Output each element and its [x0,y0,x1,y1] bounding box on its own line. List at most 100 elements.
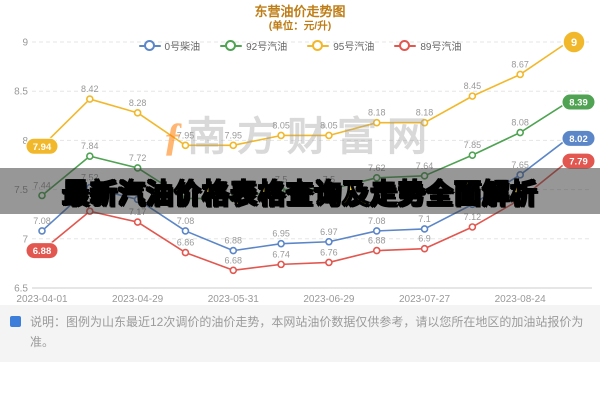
data-point [468,92,477,100]
data-point [325,237,333,246]
point-label: 8.18 [416,108,434,118]
point-label: 6.68 [225,255,243,265]
data-point [229,141,238,150]
data-point [516,128,524,137]
y-tick-label: 9 [22,38,28,49]
chart-title-block: 东营油价走势图 (单位：元/升) [0,4,600,33]
point-label: 7.64 [416,161,434,171]
end-badge-value: 7.79 [569,157,588,168]
data-point [277,239,285,248]
point-label: 7.08 [177,216,195,226]
y-tick-label: 8 [22,136,28,147]
x-tick-label: 2023-07-27 [399,294,451,305]
point-label: 8.05 [272,120,290,130]
start-badge-value: 7.94 [33,142,52,153]
chart-title-unit: (单位：元/升) [268,20,332,33]
y-tick-label: 6.5 [14,284,28,295]
end-badge [561,129,596,147]
data-point [181,141,190,150]
end-badge-value: 8.02 [569,134,588,145]
data-point [181,227,190,235]
point-label: 7.65 [511,160,529,170]
point-label: 7.1 [418,214,431,224]
point-label: 6.86 [177,238,195,248]
data-point [372,118,381,127]
y-tick-label: 8.5 [14,87,28,98]
legend-item-89号汽油[interactable]: 89号汽油 [394,38,461,53]
legend-item-0号柴油[interactable]: 0号柴油 [138,38,201,53]
legend-line-marker-icon [138,40,161,51]
data-point [229,246,238,255]
data-point [468,151,477,159]
data-point [277,131,285,140]
x-tick-label: 2023-08-24 [495,294,547,305]
headline-text: 最新汽油价格表格查询及走势全面解析 [61,178,538,209]
point-label: 6.95 [272,229,290,239]
data-point [86,95,94,103]
data-point [468,223,477,231]
watermark: ƒ 南方财富网 [0,104,600,162]
point-label: 7.85 [464,140,482,150]
point-label: 6.74 [272,249,290,259]
y-tick-label: 7 [22,234,28,245]
legend-label: 0号柴油 [164,42,201,53]
data-point [133,109,142,117]
end-badge [562,30,586,54]
legend-item-92号汽油[interactable]: 92号汽油 [220,38,287,53]
legend-label: 92号汽油 [246,42,288,53]
point-label: 8.42 [81,84,99,94]
series-line-89号汽油 [41,160,569,272]
x-tick-label: 2023-05-31 [208,294,260,305]
point-label: 8.08 [511,118,529,128]
watermark-logo-icon: ƒ [163,114,183,159]
chart-title: 东营油价走势图 [254,4,346,19]
point-label: 6.88 [368,236,386,246]
point-label: 7.95 [177,130,195,140]
point-label: 7.84 [81,141,99,151]
data-point [420,118,429,127]
point-label: 8.05 [320,120,338,130]
point-label: 6.76 [320,247,338,257]
data-point [38,227,46,235]
note-text: 说明：图例为山东最近12次调价的油价走势，本网站油价数据仅供参考，请以您所在地区… [30,315,584,350]
data-point [277,260,285,269]
point-label: 8.18 [368,108,386,118]
data-point [420,244,429,253]
end-badge-value: 9 [571,37,577,49]
watermark-text: 南方财富网 [187,114,437,159]
chart-legend: 0号柴油 92号汽油 95号汽油 89号汽油 [0,38,600,53]
data-point [325,258,333,267]
start-badge-value: 6.88 [33,246,52,257]
x-tick-label: 2023-04-29 [112,294,164,305]
point-label: 6.9 [418,234,431,244]
point-label: 7.62 [368,163,386,173]
data-point [229,266,238,275]
series-line-95号汽油 [41,41,569,147]
point-label: 7.72 [129,153,147,163]
data-point [86,152,94,160]
note-box: 说明：图例为山东最近12次调价的油价走势，本网站油价数据仅供参考，请以您所在地区… [0,305,600,362]
start-badge [25,242,59,260]
point-label: 7.08 [33,216,51,226]
point-label: 8.45 [464,81,482,91]
point-label: 8.67 [511,59,529,69]
legend-label: 89号汽油 [420,42,462,53]
note-bullet-icon [10,316,21,327]
data-point [133,218,142,226]
point-label: 7.08 [368,216,386,226]
point-label: 7.95 [225,130,243,140]
data-point [325,131,333,140]
start-badge [25,137,59,155]
end-badge [561,93,596,111]
point-label: 8.28 [129,98,147,108]
point-label: 7.12 [464,212,482,222]
data-point [516,70,524,79]
legend-item-95号汽油[interactable]: 95号汽油 [307,38,374,53]
legend-line-marker-icon [394,40,417,51]
point-label: 6.88 [225,236,243,246]
point-label: 6.97 [320,227,338,237]
data-point [181,248,190,257]
end-badge-value: 8.39 [569,98,588,109]
data-point [420,225,429,233]
